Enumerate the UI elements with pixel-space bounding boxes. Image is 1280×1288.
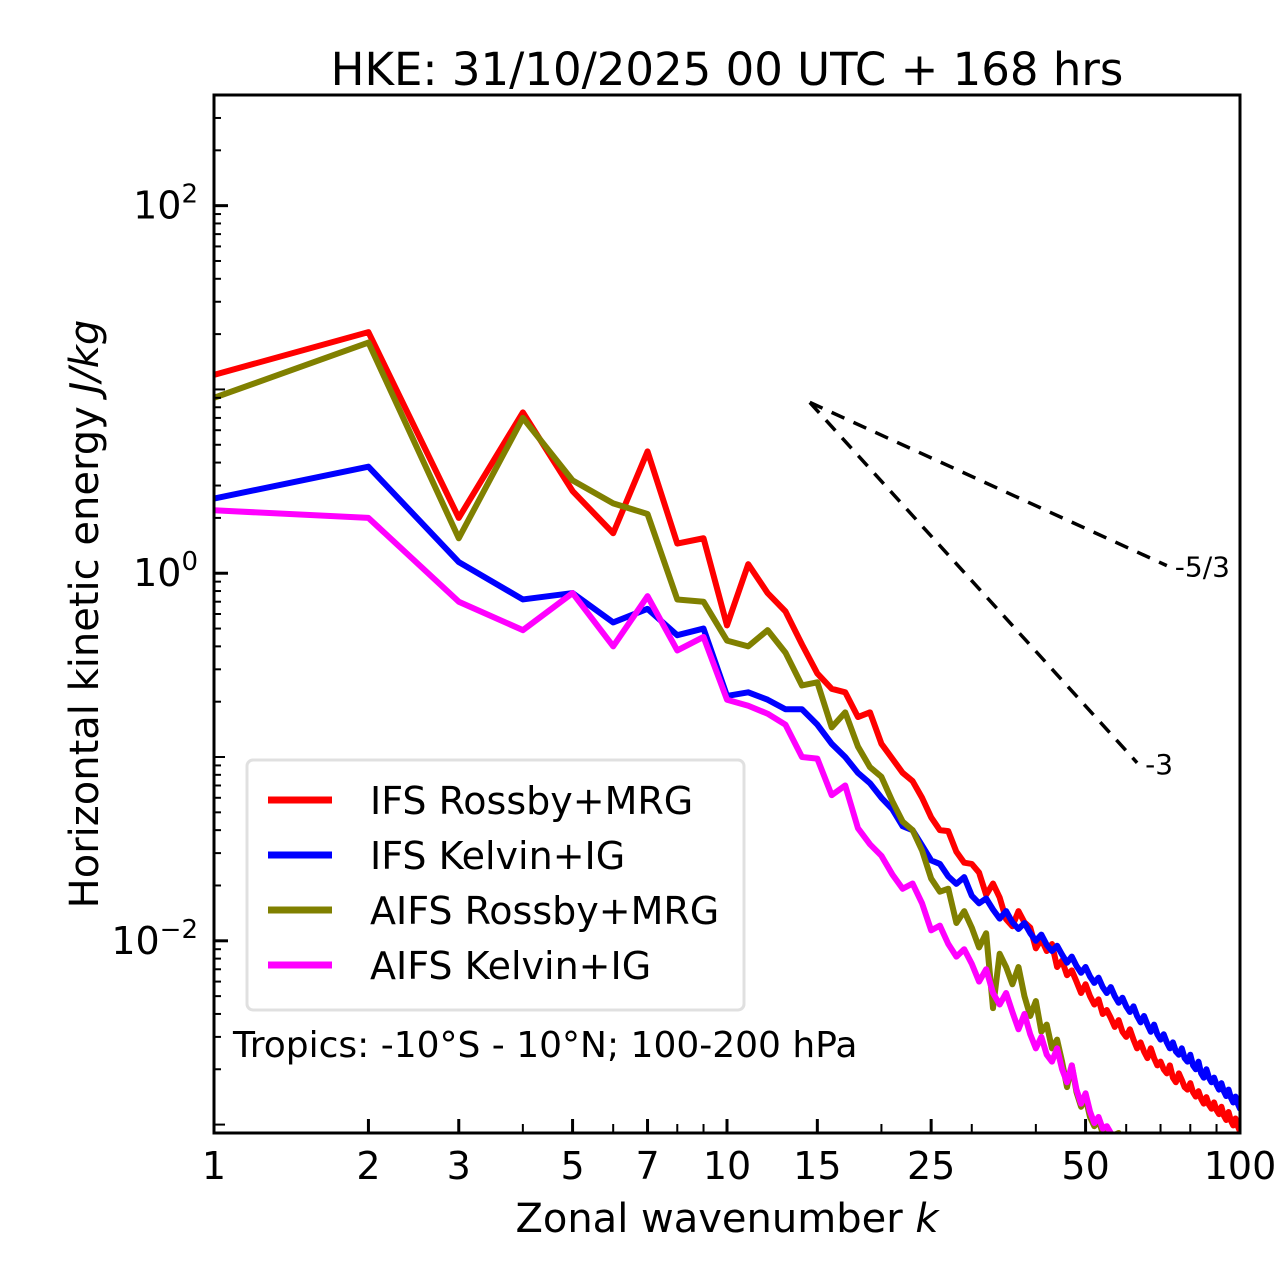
x-tick-label-5: 10 bbox=[703, 1144, 751, 1188]
x-axis-label: Zonal wavenumber k bbox=[515, 1196, 940, 1242]
y-axis-label: Horizontal kinetic energy J/kg bbox=[62, 320, 108, 909]
x-tick-label-7: 25 bbox=[907, 1144, 955, 1188]
y-tick-label-2: 10−2 bbox=[111, 915, 198, 963]
svg-text:Zonal wavenumber k: Zonal wavenumber k bbox=[515, 1196, 940, 1242]
legend: IFS Rossby+MRG IFS Kelvin+IG AIFS Rossby+M… bbox=[245, 758, 746, 1012]
x-tick-label-9: 100 bbox=[1204, 1144, 1277, 1188]
legend-label-3[interactable]: AIFS Kelvin+IG bbox=[370, 944, 651, 988]
plot-frame bbox=[212, 93, 1242, 1135]
x-axis-label-main: Zonal wavenumber bbox=[515, 1196, 915, 1242]
x-tick-label-3: 5 bbox=[560, 1144, 584, 1188]
x-tick-label-0: 1 bbox=[202, 1144, 226, 1188]
y-axis-label-units: J/kg bbox=[62, 320, 108, 401]
page-title: HKE: 31/10/2025 00 UTC + 168 hrs bbox=[331, 43, 1124, 96]
x-tick-label-1: 2 bbox=[356, 1144, 380, 1188]
x-axis-label-symbol: k bbox=[915, 1196, 940, 1242]
slope-label-1: -3 bbox=[1145, 748, 1173, 781]
slope-reference-line-1 bbox=[808, 401, 1139, 764]
svg-text:Horizontal kinetic energy J/kg: Horizontal kinetic energy J/kg bbox=[62, 320, 108, 909]
slope-label-0: -5/3 bbox=[1175, 551, 1230, 584]
data-series-layer bbox=[214, 329, 1240, 1133]
series-line-1 bbox=[214, 463, 1240, 1112]
x-tick-label-8: 50 bbox=[1061, 1144, 1109, 1188]
y-tick-label-1: 100 bbox=[133, 547, 198, 595]
legend-label-0[interactable]: IFS Rossby+MRG bbox=[370, 779, 693, 823]
slope-reference-line-0 bbox=[809, 400, 1168, 568]
series-line-3 bbox=[214, 507, 1114, 1133]
legend-background bbox=[245, 758, 746, 1012]
series-line-0 bbox=[214, 329, 1240, 1133]
x-tick-label-2: 3 bbox=[447, 1144, 471, 1188]
plot-area bbox=[214, 329, 1240, 1133]
legend-label-1[interactable]: IFS Kelvin+IG bbox=[370, 834, 625, 878]
x-tick-label-4: 7 bbox=[635, 1144, 659, 1188]
y-tick-label-0: 102 bbox=[133, 180, 198, 228]
y-axis-label-main: Horizontal kinetic energy bbox=[62, 394, 108, 909]
region-annotation: Tropics: -10°S - 10°N; 100-200 hPa bbox=[232, 1025, 857, 1066]
axis-ticks: 1 2 3 5 7 10 15 25 50 100 102 100 10−2 bbox=[111, 94, 1277, 1188]
legend-label-2[interactable]: AIFS Rossby+MRG bbox=[370, 889, 719, 933]
slope-reference-layer bbox=[808, 400, 1168, 764]
x-tick-label-6: 15 bbox=[793, 1144, 841, 1188]
